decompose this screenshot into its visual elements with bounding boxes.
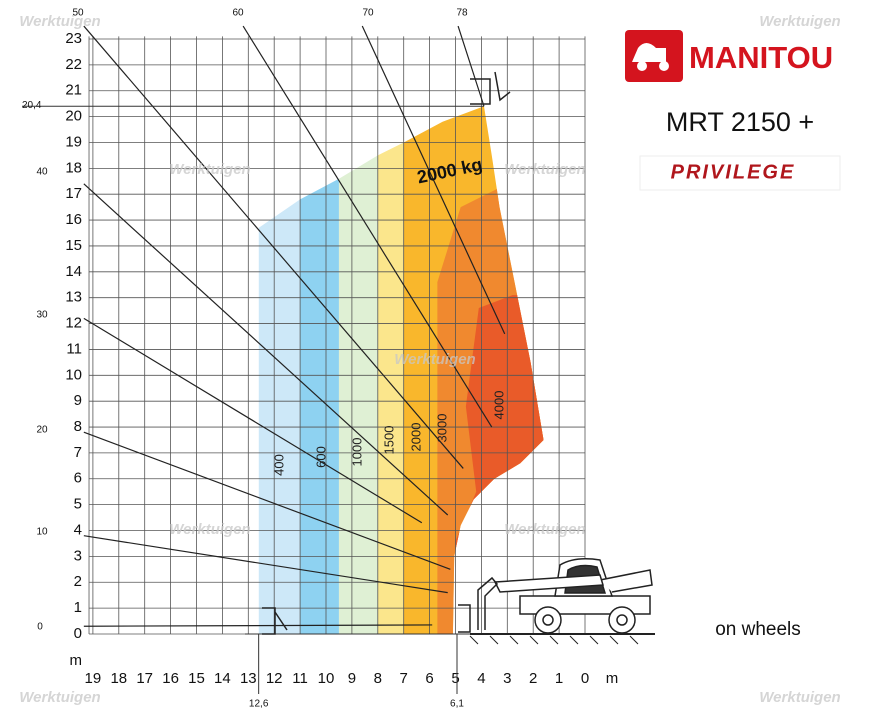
watermark: Werktuigen <box>759 689 840 706</box>
watermark: Werktuigen <box>169 161 250 178</box>
x-tick-label: 8 <box>374 670 382 687</box>
x-tick-label: 3 <box>503 670 511 687</box>
y-tick-label: 10 <box>65 366 82 383</box>
angle-line <box>83 317 423 524</box>
x-tick-label: 1 <box>555 670 563 687</box>
max-height: 20,4 <box>22 100 42 111</box>
watermark: Werktuigen <box>19 13 100 30</box>
y-unit: m <box>70 652 83 669</box>
angle-label: 10 <box>36 527 48 538</box>
x-tick-label: 16 <box>162 670 179 687</box>
x-tick-label: 19 <box>85 670 102 687</box>
x-tick-label: 13 <box>240 670 257 687</box>
x-tick-label: 12 <box>266 670 283 687</box>
x-tick-label: 15 <box>188 670 205 687</box>
y-tick-label: 5 <box>74 496 82 513</box>
x-tick-label: 2 <box>529 670 537 687</box>
model-name: MRT 2150 + <box>666 107 814 137</box>
load-zones <box>258 106 544 634</box>
min-reach: 6,1 <box>450 699 464 710</box>
angle-line <box>83 535 448 594</box>
x-tick-label: 6 <box>425 670 433 687</box>
y-tick-label: 21 <box>65 82 82 99</box>
y-tick-label: 23 <box>65 30 82 47</box>
y-tick-label: 2 <box>74 573 82 590</box>
x-tick-label: 5 <box>451 670 459 687</box>
max-reach: 12,6 <box>249 699 269 710</box>
angle-line <box>83 25 464 469</box>
angle-label: 40 <box>36 167 48 178</box>
watermark: Werktuigen <box>504 521 585 538</box>
y-tick-label: 13 <box>65 289 82 306</box>
zone-label: 600 <box>313 446 328 468</box>
y-tick-label: 20 <box>65 108 82 125</box>
x-tick-label: 4 <box>477 670 485 687</box>
boom-angle-lines <box>83 25 506 627</box>
machine <box>262 71 655 645</box>
y-tick-label: 9 <box>74 392 82 409</box>
x-tick-label: 11 <box>292 670 308 687</box>
angle-line <box>83 183 449 516</box>
watermark: Werktuigen <box>759 13 840 30</box>
x-unit: m <box>606 670 619 687</box>
angle-label: 60 <box>232 8 244 19</box>
y-tick-label: 6 <box>74 470 82 487</box>
zone-label: 400 <box>271 454 286 476</box>
zone-label: 4000 <box>491 391 506 420</box>
angle-label: 70 <box>362 8 374 19</box>
angle-label: 20 <box>36 425 48 436</box>
x-tick-label: 17 <box>136 670 153 687</box>
y-tick-label: 7 <box>74 444 82 461</box>
y-tick-label: 14 <box>65 263 82 280</box>
watermark: Werktuigen <box>169 521 250 538</box>
angle-line <box>457 25 485 107</box>
angle-label: 30 <box>36 310 48 321</box>
angle-label: 0 <box>37 622 43 633</box>
y-tick-label: 22 <box>65 56 82 73</box>
angle-label: 50 <box>72 8 84 19</box>
grid <box>88 36 586 635</box>
series-box <box>639 155 841 191</box>
y-tick-label: 11 <box>66 340 82 357</box>
watermark: Werktuigen <box>394 351 475 368</box>
x-tick-label: 0 <box>581 670 589 687</box>
zone-band <box>377 106 404 634</box>
y-tick-label: 1 <box>74 599 82 616</box>
y-tick-label: 3 <box>74 547 82 564</box>
y-tick-label: 15 <box>65 237 82 254</box>
note: on wheels <box>715 619 801 640</box>
y-tick-label: 17 <box>65 185 82 202</box>
x-tick-label: 9 <box>348 670 356 687</box>
y-tick-label: 8 <box>74 418 82 435</box>
watermark: Werktuigen <box>19 689 100 706</box>
zone-label: 1000 <box>349 438 364 467</box>
x-tick-label: 10 <box>318 670 335 687</box>
watermark: Werktuigen <box>504 161 585 178</box>
y-tick-label: 18 <box>65 159 82 176</box>
angle-line <box>242 25 493 428</box>
zone-label: 2000 <box>408 423 423 452</box>
y-tick-label: 0 <box>74 625 82 642</box>
brand-logo: MANITOU <box>689 40 833 75</box>
y-tick-label: 4 <box>74 521 82 538</box>
y-tick-label: 12 <box>65 315 82 332</box>
x-tick-label: 7 <box>400 670 408 687</box>
y-tick-label: 19 <box>65 133 82 150</box>
angle-line <box>83 431 451 570</box>
angle-line <box>83 624 433 627</box>
zone-label: 1500 <box>381 426 396 455</box>
labels: 01234567891011121314151617181920212223m1… <box>19 8 840 710</box>
angle-line <box>361 25 506 335</box>
x-tick-label: 18 <box>110 670 127 687</box>
zone-label: 3000 <box>434 414 449 443</box>
zone-band <box>258 106 301 634</box>
angle-label: 78 <box>456 8 468 19</box>
y-tick-label: 16 <box>65 211 82 228</box>
series-name: PRIVILEGE <box>671 161 796 183</box>
brand: MANITOU MRT 2150 + PRIVILEGE on wheels <box>625 30 841 640</box>
x-tick-label: 14 <box>214 670 231 687</box>
